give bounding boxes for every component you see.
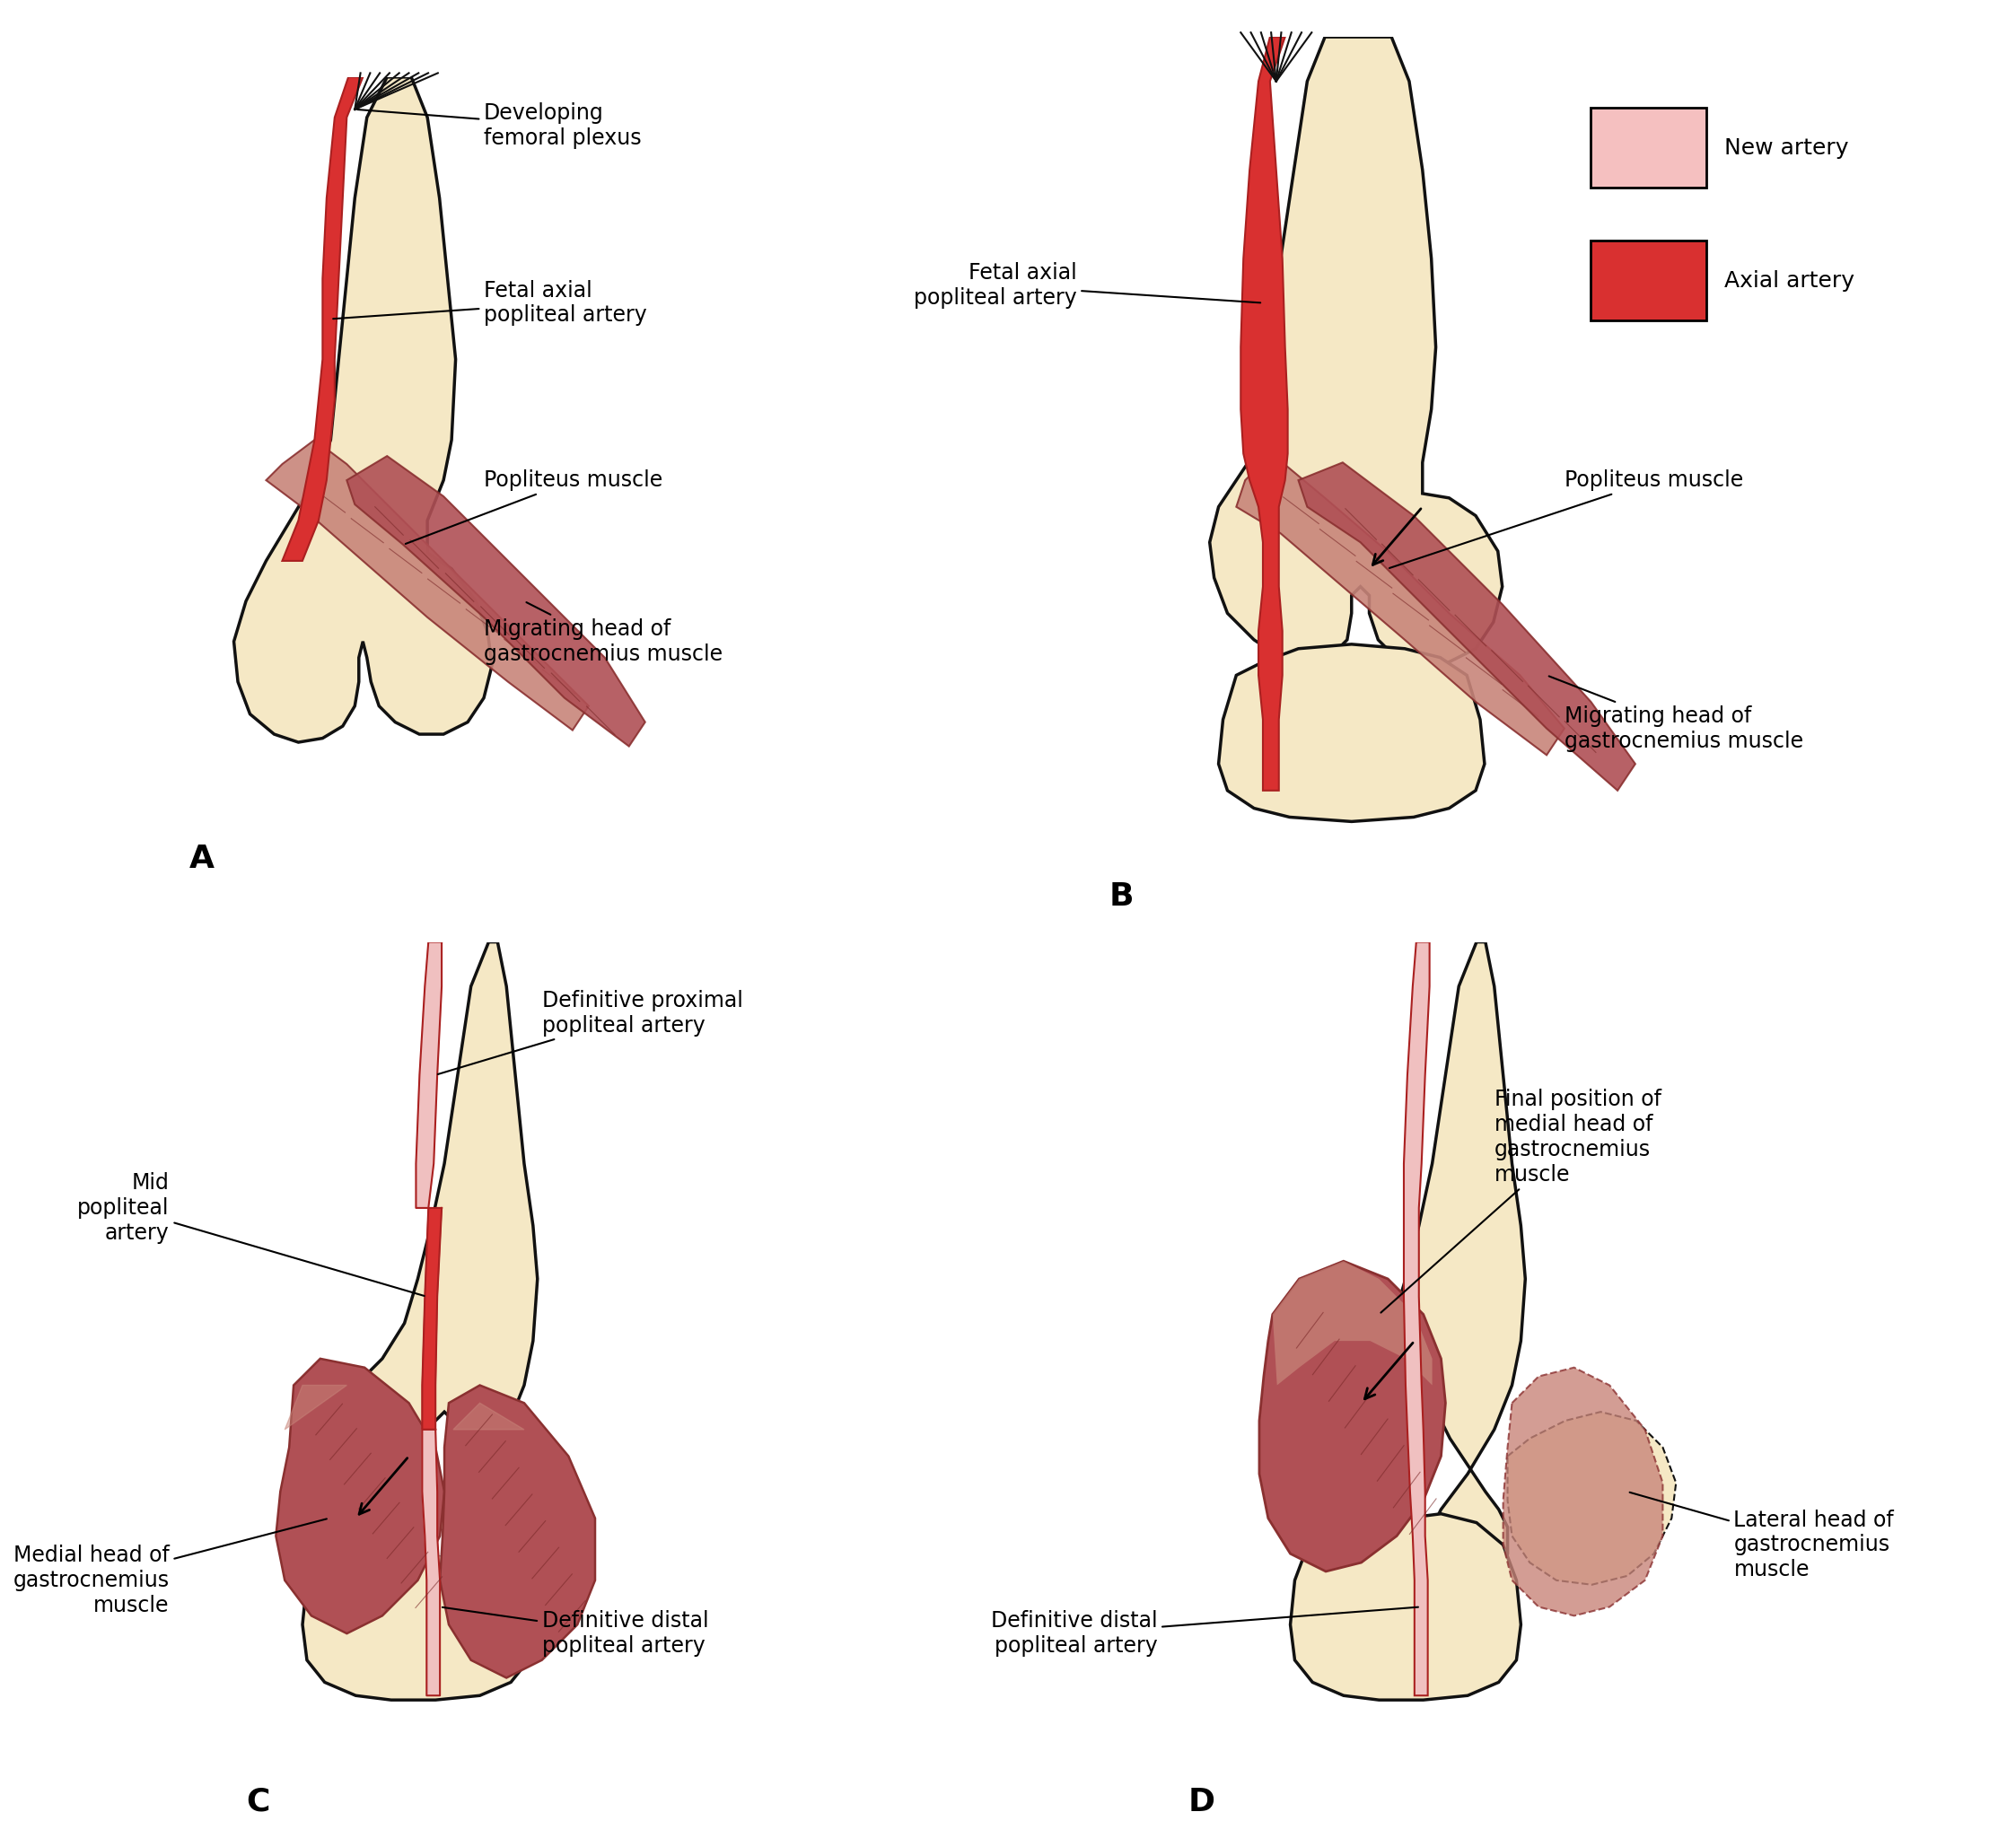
Polygon shape [1290, 1515, 1520, 1699]
Polygon shape [1298, 462, 1635, 791]
Polygon shape [415, 942, 442, 1208]
Polygon shape [302, 1515, 532, 1699]
Text: Medial head of
gastrocnemius
muscle: Medial head of gastrocnemius muscle [14, 1518, 327, 1616]
Text: Definitive distal
popliteal artery: Definitive distal popliteal artery [990, 1607, 1417, 1657]
Text: Mid
popliteal
artery: Mid popliteal artery [77, 1173, 423, 1297]
Polygon shape [1240, 37, 1288, 791]
Polygon shape [1282, 942, 1526, 1588]
Polygon shape [421, 1208, 442, 1430]
Text: Lateral head of
gastrocnemius
muscle: Lateral head of gastrocnemius muscle [1629, 1492, 1895, 1581]
Text: Developing
femoral plexus: Developing femoral plexus [357, 102, 641, 150]
Polygon shape [321, 1527, 516, 1581]
Text: Popliteus muscle: Popliteus muscle [405, 469, 663, 543]
Polygon shape [1508, 1411, 1675, 1585]
Polygon shape [1272, 1262, 1431, 1385]
Text: C: C [246, 1786, 270, 1817]
Text: Fetal axial
popliteal artery: Fetal axial popliteal artery [333, 279, 647, 327]
Text: Migrating head of
gastrocnemius muscle: Migrating head of gastrocnemius muscle [484, 602, 722, 665]
Text: Definitive distal
popliteal artery: Definitive distal popliteal artery [442, 1607, 708, 1657]
Polygon shape [421, 1430, 439, 1696]
Text: B: B [1109, 881, 1133, 912]
Polygon shape [1504, 1367, 1663, 1616]
Polygon shape [347, 456, 645, 746]
Text: Fetal axial
popliteal artery: Fetal axial popliteal artery [913, 262, 1260, 308]
Polygon shape [1236, 454, 1564, 755]
Polygon shape [1210, 37, 1502, 667]
Polygon shape [282, 78, 363, 561]
Polygon shape [234, 78, 492, 742]
Polygon shape [276, 1359, 444, 1633]
Polygon shape [1403, 942, 1429, 1696]
Text: A: A [190, 844, 214, 874]
Polygon shape [284, 1385, 347, 1430]
Text: Final position of
medial head of
gastrocnemius
muscle: Final position of medial head of gastroc… [1381, 1090, 1661, 1313]
Text: D: D [1187, 1786, 1216, 1817]
Polygon shape [1218, 645, 1484, 822]
Text: Migrating head of
gastrocnemius muscle: Migrating head of gastrocnemius muscle [1548, 676, 1802, 752]
Text: Definitive proximal
popliteal artery: Definitive proximal popliteal artery [437, 990, 742, 1075]
FancyBboxPatch shape [1591, 107, 1706, 188]
Polygon shape [266, 440, 589, 730]
Polygon shape [439, 1385, 595, 1677]
Polygon shape [1260, 1262, 1445, 1572]
Text: New artery: New artery [1724, 137, 1849, 159]
Text: Popliteus muscle: Popliteus muscle [1389, 469, 1744, 569]
FancyBboxPatch shape [1591, 240, 1706, 321]
Text: Axial artery: Axial artery [1724, 270, 1855, 292]
Polygon shape [454, 1404, 524, 1430]
Polygon shape [294, 942, 538, 1588]
